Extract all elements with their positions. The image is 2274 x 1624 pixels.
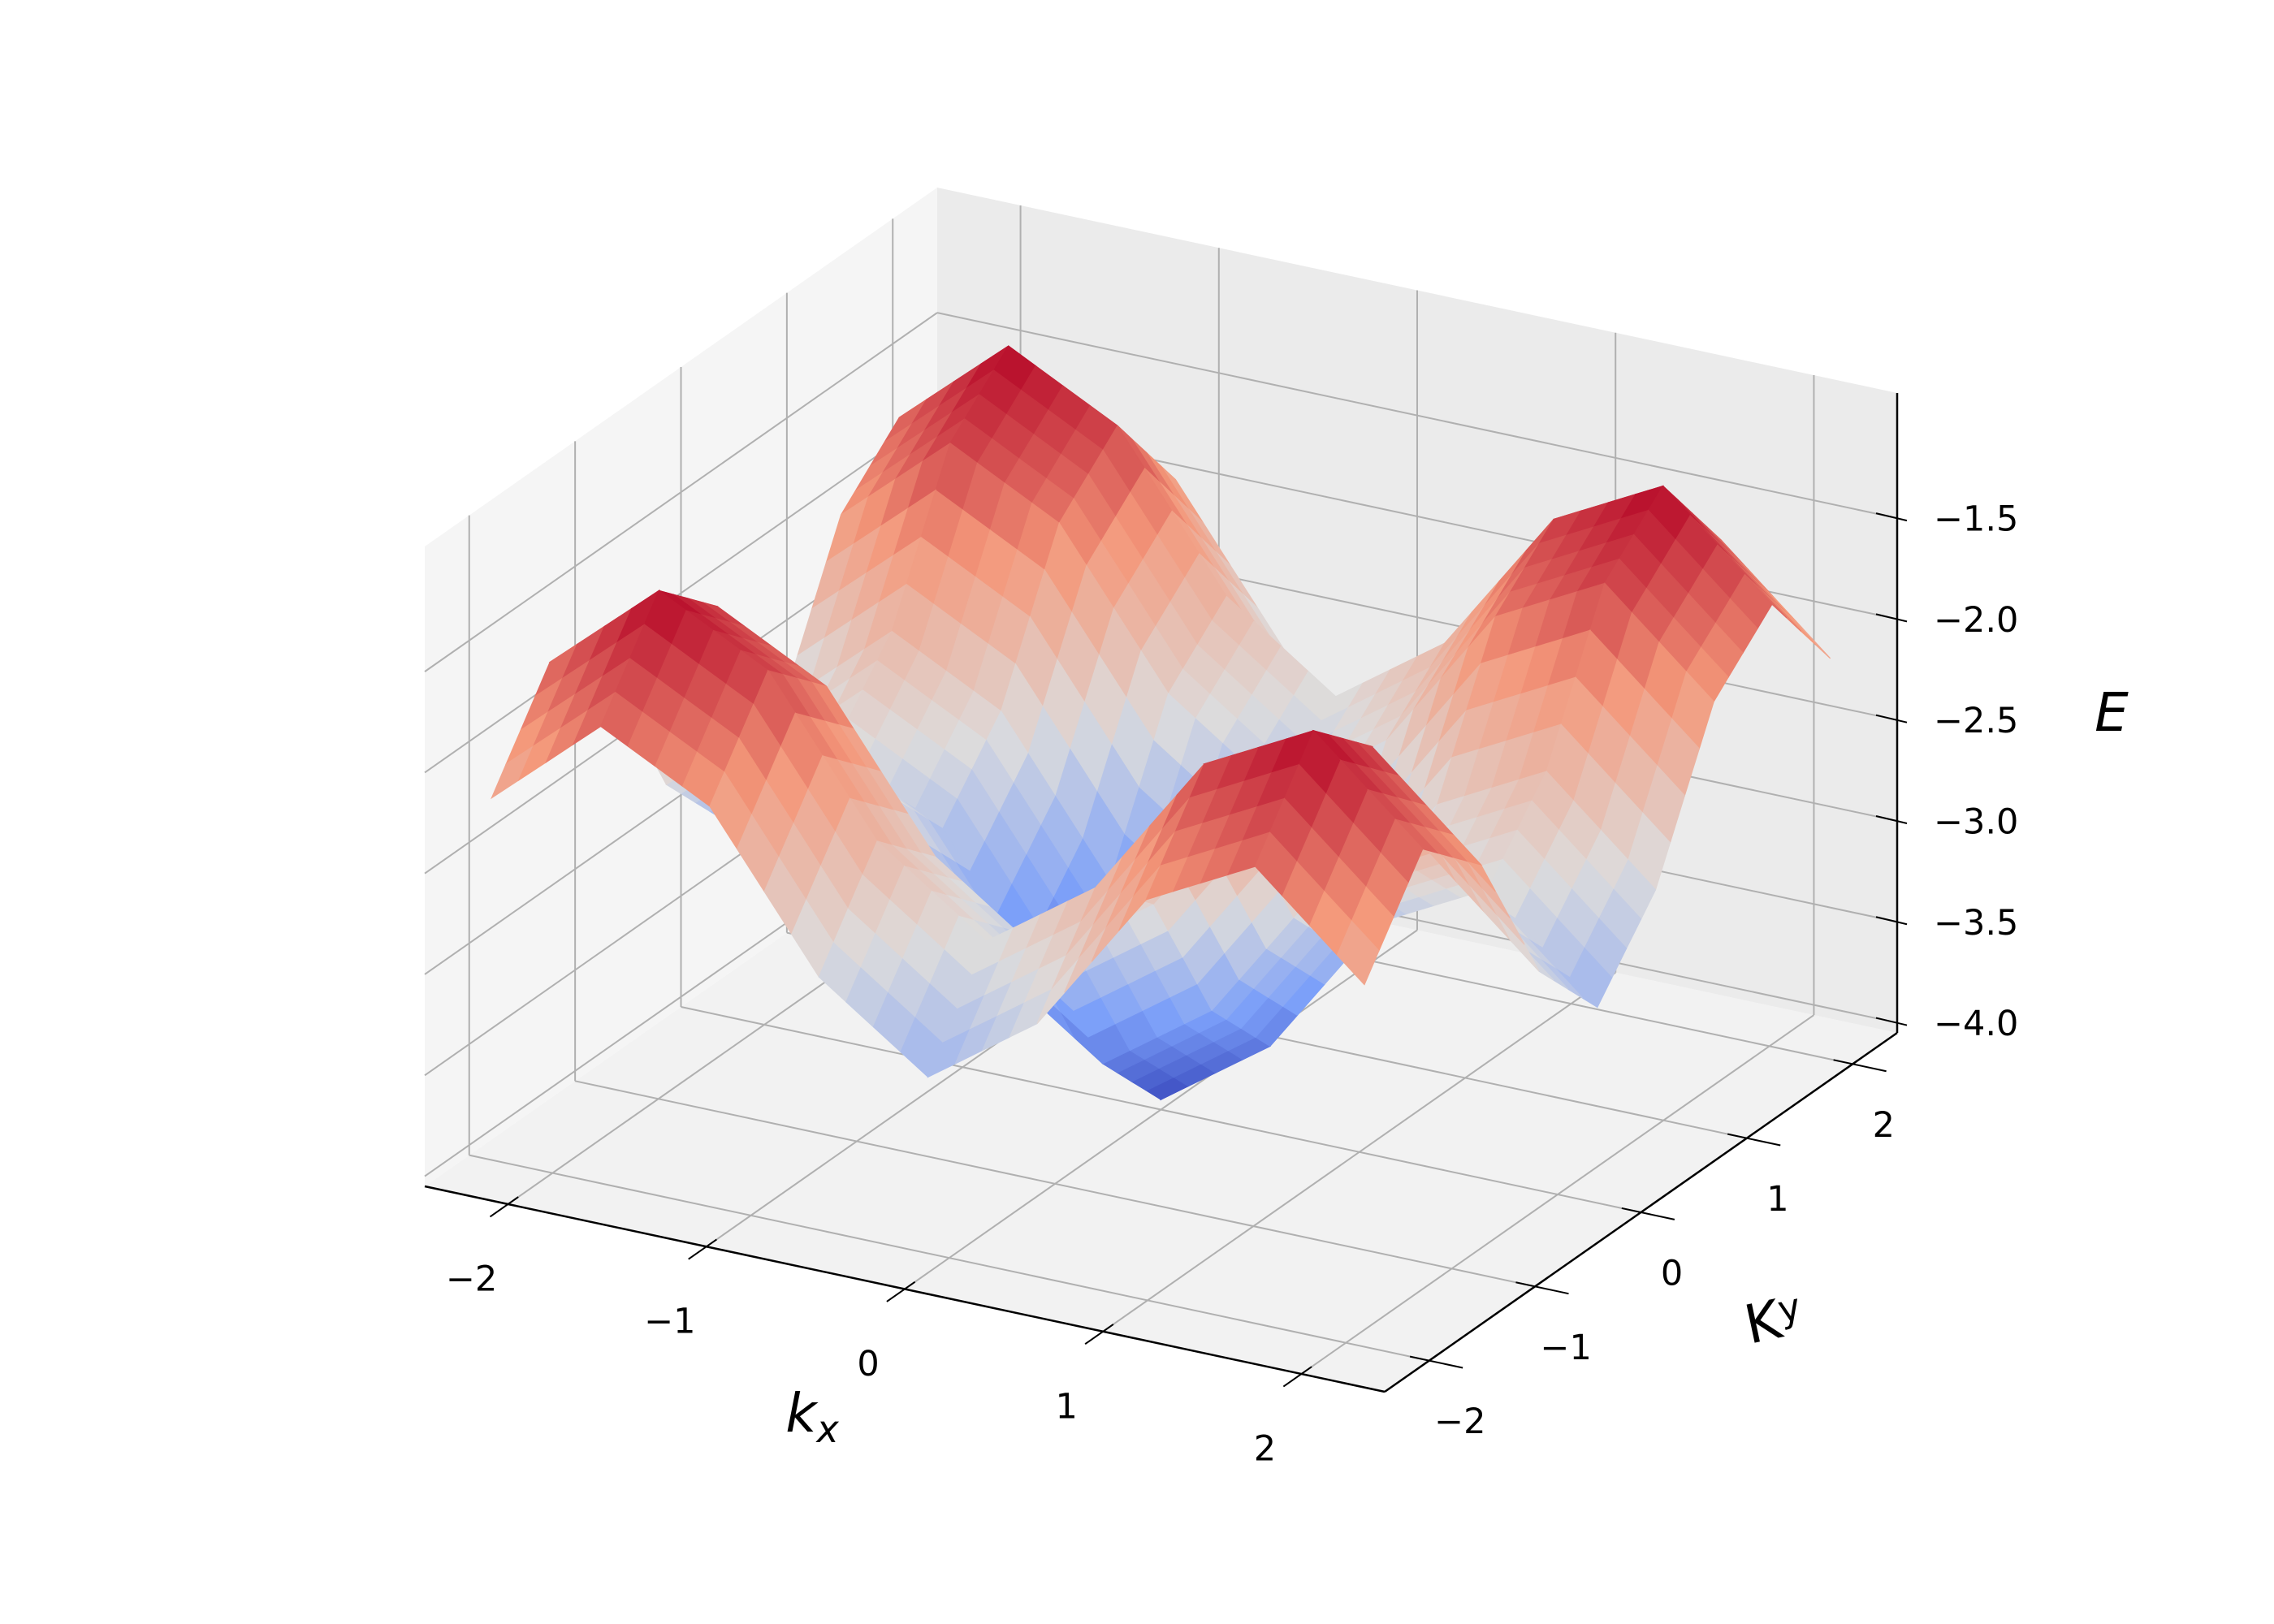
z-tick-label: −3.0 — [1934, 801, 2018, 842]
z-axis-label: E — [2095, 681, 2129, 744]
x-axis-line — [424, 1185, 1386, 1393]
y-tick-label: 0 — [1661, 1254, 1683, 1294]
tick-mark — [1727, 1133, 1781, 1147]
y-tick-label: −2 — [1434, 1402, 1485, 1442]
tick-mark — [688, 1238, 717, 1260]
y-tick-label: 1 — [1766, 1179, 1788, 1220]
z-tick-label: −1.5 — [1934, 499, 2018, 540]
tick-mark — [1282, 1366, 1312, 1388]
x-tick-label: 0 — [857, 1344, 879, 1384]
tick-mark — [1875, 714, 1908, 723]
axes: −2 −1 0 1 2 −2 −1 0 1 2 −4.0 −3.5 −3.0 −2.5 −2.0 −1.5 — [424, 393, 2018, 1470]
tick-mark — [1409, 1355, 1463, 1369]
tick-mark — [1875, 1017, 1908, 1026]
x-tick-label: 2 — [1254, 1429, 1276, 1470]
z-tick-label: −4.0 — [1934, 1004, 2018, 1044]
tick-mark — [1875, 512, 1908, 522]
tick-mark — [1875, 613, 1908, 623]
y-axis-label: Ky — [1740, 1284, 1809, 1357]
tick-mark — [1515, 1281, 1569, 1295]
z-tick-label: −2.0 — [1934, 600, 2018, 641]
grid-line — [574, 1080, 1536, 1288]
grid-line — [681, 1006, 1641, 1213]
surface — [491, 345, 1831, 1101]
grid-line — [424, 312, 938, 672]
tick-mark — [1875, 815, 1908, 824]
grid-line — [936, 312, 1898, 520]
x-axis-label: kx — [785, 1382, 839, 1450]
y-tick-label: 2 — [1873, 1105, 1895, 1146]
grid-line — [424, 412, 938, 774]
x-label-base: k — [785, 1382, 819, 1445]
tick-mark — [1833, 1059, 1887, 1073]
x-tick-label: −2 — [446, 1259, 497, 1299]
tick-mark — [1084, 1324, 1114, 1345]
x-label-sub: x — [815, 1407, 840, 1451]
tick-mark — [886, 1281, 916, 1302]
y-tick-label: −1 — [1540, 1328, 1591, 1368]
x-tick-label: 1 — [1056, 1386, 1078, 1427]
tick-mark — [489, 1196, 519, 1218]
grid-line — [469, 1154, 1429, 1362]
surface-patch — [1336, 920, 1380, 986]
y-axis-line — [1384, 1031, 1898, 1393]
z-tick-label: −2.5 — [1934, 701, 2018, 741]
z-tick-label: −3.5 — [1934, 903, 2018, 944]
tick-mark — [1875, 916, 1908, 926]
tick-mark — [1621, 1207, 1675, 1220]
x-tick-label: −1 — [644, 1302, 695, 1342]
